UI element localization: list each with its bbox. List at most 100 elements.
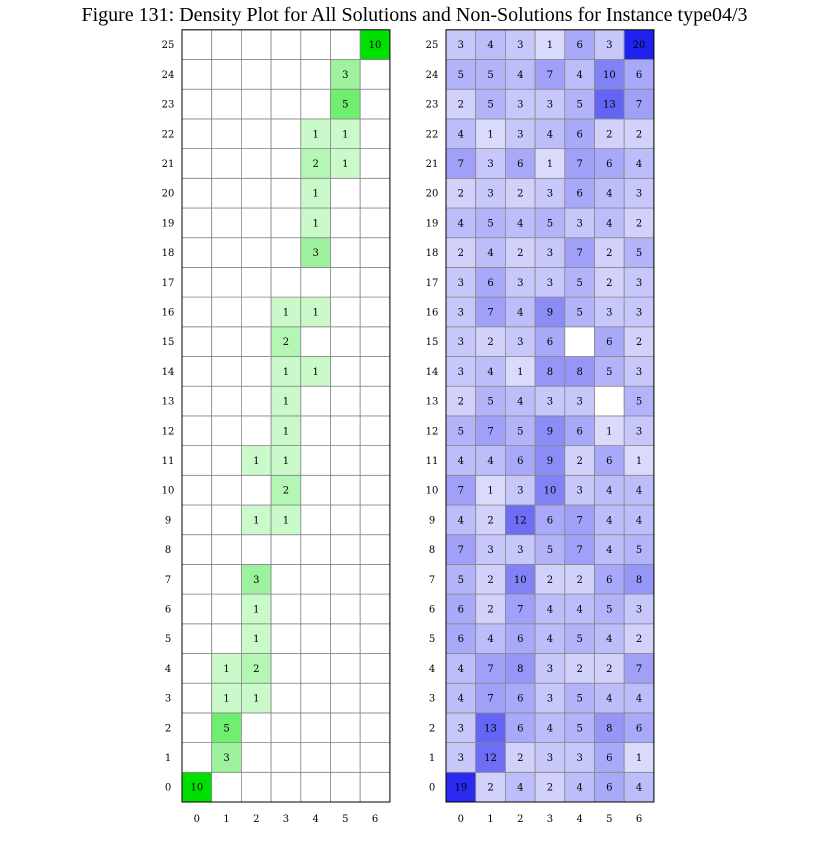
heatmap-cell (623, 326, 655, 357)
heatmap-cell (564, 564, 595, 595)
heatmap-cell (534, 564, 566, 595)
cell-value-label: 4 (517, 218, 523, 229)
cell-value-label: 3 (517, 129, 523, 140)
heatmap-cell (445, 118, 477, 150)
heatmap-cell (623, 682, 655, 714)
heatmap-cell (270, 88, 302, 120)
cell-value-label: 5 (487, 397, 493, 408)
x-tick-label: 2 (517, 814, 523, 825)
cell-value-label: 3 (576, 397, 582, 408)
cell-value-label: 1 (283, 456, 289, 467)
heatmap-cell (330, 177, 361, 209)
cell-value-label: 2 (517, 189, 523, 200)
y-tick-label: 19 (162, 218, 175, 229)
heatmap-cell (181, 564, 213, 595)
heatmap-cell (181, 504, 213, 536)
y-tick-label: 16 (162, 307, 175, 318)
heatmap-cell (594, 415, 625, 446)
cell-value-label: 9 (547, 307, 553, 318)
cell-value-label: 1 (487, 486, 493, 497)
cell-value-label: 6 (636, 70, 642, 81)
y-tick-label: 6 (429, 604, 435, 615)
heatmap-cell (300, 207, 331, 239)
heatmap-cell (623, 29, 655, 60)
y-tick-label: 4 (429, 664, 435, 675)
x-tick-label: 5 (342, 814, 348, 825)
heatmap-cell (211, 326, 242, 357)
cell-value-label: 4 (458, 694, 464, 705)
cell-value-label: 3 (517, 100, 523, 111)
cell-value-label: 12 (484, 753, 497, 764)
cell-value-label: 1 (312, 307, 318, 318)
heatmap-cell (623, 237, 655, 268)
plot-border (181, 29, 391, 803)
heatmap-cell (211, 237, 242, 268)
heatmap-cell (181, 653, 213, 684)
heatmap-cell (359, 237, 391, 268)
cell-value-label: 2 (547, 783, 553, 794)
heatmap-cell (211, 564, 242, 595)
cell-value-label: 1 (253, 634, 259, 645)
heatmap-cell (359, 177, 391, 209)
heatmap-cell (534, 742, 566, 773)
heatmap-cell (240, 504, 272, 536)
heatmap-cell (330, 356, 361, 387)
heatmap-cell (330, 623, 361, 654)
heatmap-cell (534, 326, 566, 357)
heatmap-cell (330, 29, 361, 60)
cell-value-label: 3 (547, 248, 553, 259)
x-tick-label: 3 (547, 814, 553, 825)
cell-value-label: 7 (487, 426, 493, 437)
x-tick-label: 0 (194, 814, 200, 825)
cell-value-label: 7 (576, 159, 582, 170)
cell-value-label: 3 (458, 307, 464, 318)
cell-value-label: 1 (283, 307, 289, 318)
heatmap-cell (594, 653, 625, 684)
heatmap-cell (300, 534, 331, 565)
cell-value-label: 4 (606, 218, 612, 229)
cell-value-label: 1 (636, 456, 642, 467)
heatmap-cell (240, 59, 272, 90)
heatmap-cell (594, 593, 625, 625)
heatmap-cell (270, 534, 302, 565)
cell-value-label: 3 (458, 278, 464, 289)
heatmap-cell (211, 296, 242, 328)
heatmap-cell (181, 29, 213, 60)
cell-value-label: 6 (606, 783, 612, 794)
heatmap-cell (300, 564, 331, 595)
cell-value-label: 2 (636, 337, 642, 348)
heatmap-cell (564, 266, 595, 298)
cell-value-label: 3 (458, 367, 464, 378)
heatmap-cell (359, 207, 391, 239)
heatmap-cell (270, 177, 302, 209)
heatmap-cell (534, 177, 566, 209)
cell-value-label: 5 (576, 634, 582, 645)
cell-value-label: 1 (223, 694, 229, 705)
cell-value-label: 2 (576, 575, 582, 586)
cell-value-label: 7 (636, 100, 642, 111)
heatmap-cell (211, 148, 242, 179)
heatmap-cell (240, 445, 272, 476)
cell-value-label: 4 (487, 367, 493, 378)
heatmap-cell (534, 623, 566, 654)
heatmap-cell (359, 564, 391, 595)
heatmap-cell (330, 88, 361, 120)
heatmap-cell (300, 88, 331, 120)
heatmap-cell (181, 326, 213, 357)
heatmap-cell (300, 504, 331, 536)
heatmap-cell (181, 88, 213, 120)
cell-value-label: 4 (458, 515, 464, 526)
heatmap-cell (270, 623, 302, 654)
heatmap-cell (359, 712, 391, 744)
heatmap-cell (330, 564, 361, 595)
y-tick-label: 7 (165, 575, 171, 586)
cell-value-label: 4 (636, 783, 642, 794)
y-tick-label: 0 (165, 783, 171, 794)
cell-value-label: 1 (312, 218, 318, 229)
cell-value-label: 5 (606, 604, 612, 615)
y-tick-label: 0 (429, 783, 435, 794)
cell-value-label: 4 (517, 397, 523, 408)
cell-value-label: 3 (458, 337, 464, 348)
heatmap-cell (240, 237, 272, 268)
heatmap-cell (211, 356, 242, 387)
